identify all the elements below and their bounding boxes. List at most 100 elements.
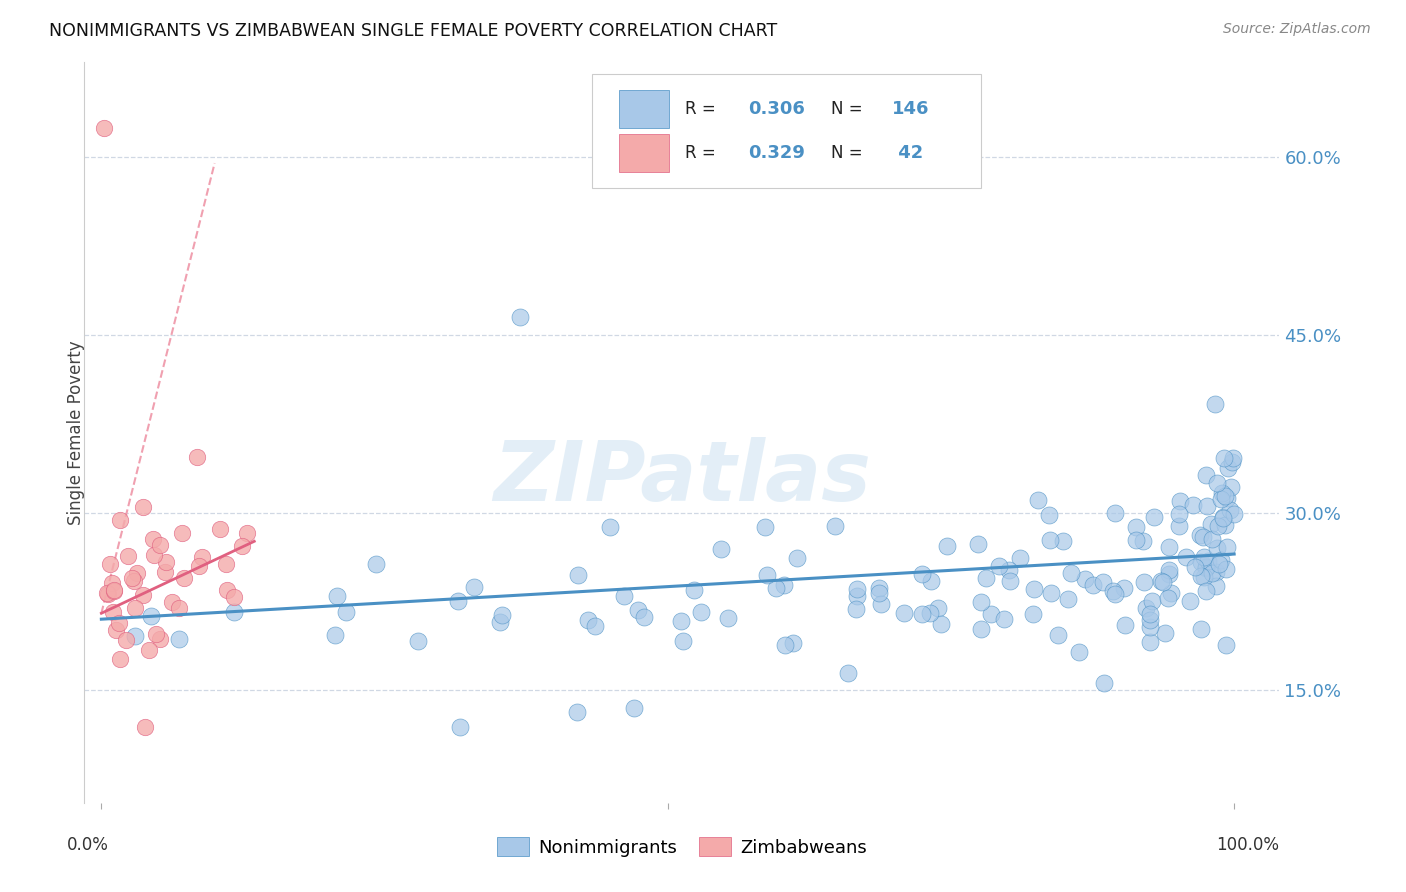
Point	[775, 638, 797, 652]
Point	[1168, 507, 1191, 521]
Text: 42: 42	[893, 144, 924, 162]
Point	[97, 587, 120, 601]
Point	[1174, 550, 1197, 565]
Point	[1205, 541, 1227, 556]
Point	[117, 549, 139, 564]
Point	[1139, 619, 1161, 633]
Point	[967, 537, 990, 551]
Point	[1219, 480, 1241, 494]
Point	[447, 594, 470, 608]
Point	[366, 557, 388, 571]
Point	[1132, 574, 1154, 589]
Point	[1204, 396, 1226, 410]
Point	[690, 605, 713, 619]
Point	[1152, 575, 1174, 590]
Point	[1201, 532, 1223, 546]
Point	[845, 582, 868, 596]
Point	[1159, 563, 1181, 577]
Point	[103, 583, 125, 598]
Point	[132, 500, 155, 514]
Point	[1195, 561, 1218, 575]
Point	[782, 636, 804, 650]
Point	[1081, 578, 1104, 592]
Point	[1067, 644, 1090, 658]
Point	[1160, 586, 1182, 600]
Point	[138, 643, 160, 657]
Point	[98, 557, 121, 571]
Text: 0.329: 0.329	[748, 144, 804, 162]
Point	[1197, 554, 1219, 568]
Point	[1139, 613, 1161, 627]
Point	[786, 551, 808, 566]
Point	[845, 602, 868, 616]
Point	[845, 590, 868, 604]
Point	[927, 601, 949, 615]
Point	[141, 609, 163, 624]
FancyBboxPatch shape	[592, 73, 981, 188]
Point	[1074, 572, 1097, 586]
Point	[1008, 551, 1031, 566]
Text: 100.0%: 100.0%	[1216, 836, 1279, 855]
Point	[101, 576, 124, 591]
Point	[1195, 468, 1218, 483]
Point	[1212, 511, 1234, 525]
Text: 0.0%: 0.0%	[67, 836, 110, 855]
Point	[1213, 518, 1236, 533]
Point	[633, 610, 655, 624]
Point	[1125, 520, 1147, 534]
Point	[173, 571, 195, 585]
Point	[1022, 582, 1045, 596]
Text: ZIPatlas: ZIPatlas	[494, 436, 870, 517]
Point	[215, 558, 238, 572]
Point	[613, 589, 636, 603]
Point	[222, 605, 245, 619]
Point	[911, 607, 934, 621]
Point	[1216, 540, 1239, 554]
Point	[172, 525, 194, 540]
Point	[188, 559, 211, 574]
Point	[998, 574, 1021, 588]
Point	[1209, 552, 1232, 566]
Point	[1125, 533, 1147, 548]
Point	[1192, 550, 1215, 565]
Point	[121, 572, 143, 586]
Point	[167, 601, 190, 615]
Text: 0.306: 0.306	[748, 100, 804, 118]
Point	[935, 539, 957, 553]
Point	[1057, 592, 1080, 607]
Point	[893, 607, 915, 621]
Point	[1182, 498, 1205, 512]
Point	[1047, 628, 1070, 642]
Point	[918, 606, 941, 620]
Point	[669, 614, 692, 628]
Point	[756, 567, 779, 582]
Point	[988, 559, 1011, 574]
Point	[627, 603, 650, 617]
Point	[1206, 475, 1229, 490]
Text: R =: R =	[686, 100, 721, 118]
Point	[1168, 494, 1191, 508]
Point	[1205, 565, 1227, 579]
Point	[567, 568, 589, 582]
Point	[1039, 533, 1062, 547]
Point	[970, 623, 993, 637]
Point	[974, 571, 997, 585]
Point	[132, 588, 155, 602]
Point	[1157, 541, 1180, 555]
Point	[979, 607, 1001, 622]
Point	[920, 574, 942, 588]
Point	[1205, 579, 1227, 593]
Point	[710, 542, 733, 557]
Point	[1092, 574, 1115, 589]
Point	[1167, 518, 1189, 533]
Point	[108, 513, 131, 527]
Point	[124, 629, 146, 643]
Point	[108, 615, 131, 630]
Point	[1026, 493, 1049, 508]
Point	[1209, 491, 1232, 506]
Point	[683, 582, 706, 597]
Point	[717, 611, 740, 625]
Point	[1222, 450, 1244, 465]
Point	[1194, 570, 1216, 584]
Point	[115, 632, 138, 647]
